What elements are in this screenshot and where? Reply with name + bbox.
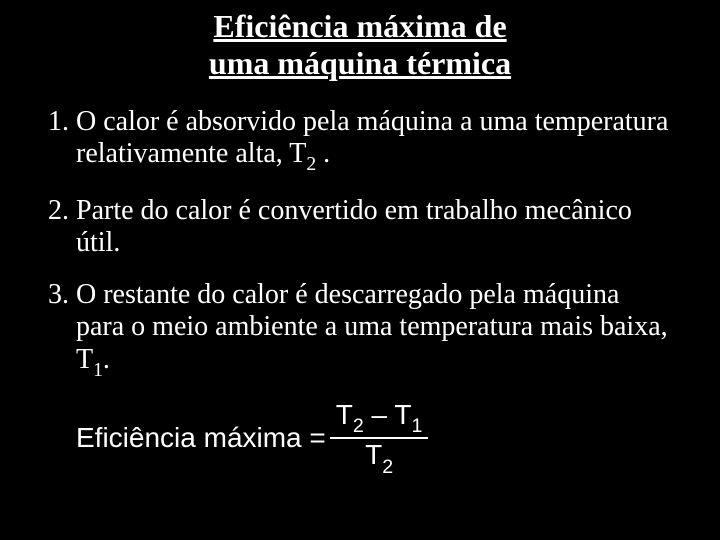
title-line-2: uma máquina térmica (209, 45, 511, 81)
item-text: O restante do calor é descarregado pela … (76, 279, 668, 374)
slide: Eficiência máxima de uma máquina térmica… (0, 0, 720, 540)
subscript: 1 (412, 415, 423, 437)
slide-title: Eficiência máxima de uma máquina térmica (48, 8, 672, 82)
list-item-1: 1. O calor é absorvido pela máquina a um… (48, 106, 672, 175)
fraction: T2 – T1 T2 (330, 401, 429, 475)
subscript: 2 (306, 154, 316, 175)
item-text-tail: . (103, 344, 110, 375)
item-number: 3. (48, 279, 69, 310)
item-text: Parte do calor é convertido em trabalho … (76, 195, 632, 258)
denominator: T2 (365, 439, 393, 475)
subscript: 1 (93, 360, 103, 381)
formula-label: Eficiência máxima = (76, 422, 326, 454)
numerator: T2 – T1 (330, 401, 429, 439)
list-item-2: 2. Parte do calor é convertido em trabal… (48, 195, 672, 259)
var-t: T (336, 399, 353, 430)
subscript: 2 (382, 456, 393, 478)
minus-t: – T (364, 399, 412, 430)
subscript: 2 (353, 415, 364, 437)
var-t: T (365, 439, 382, 470)
formula: Eficiência máxima = T2 – T1 T2 (48, 401, 672, 475)
item-text: O calor é absorvido pela máquina a uma t… (76, 106, 668, 169)
item-number: 1. (48, 106, 69, 137)
title-line-1: Eficiência máxima de (213, 8, 506, 44)
item-number: 2. (48, 195, 69, 226)
list-item-3: 3. O restante do calor é descarregado pe… (48, 279, 672, 381)
item-text-tail: . (316, 138, 330, 169)
